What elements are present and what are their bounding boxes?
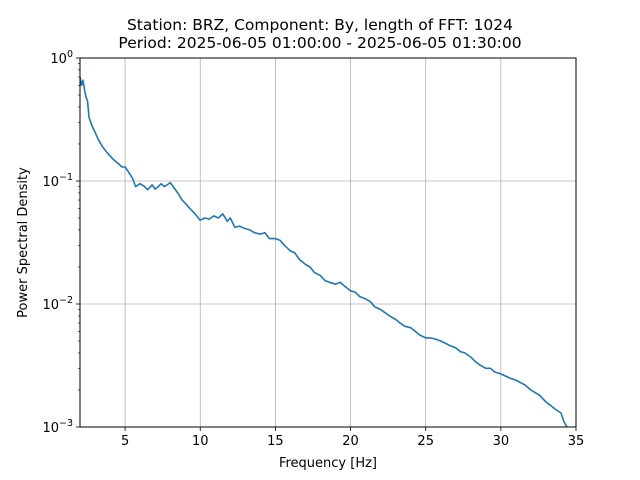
- x-axis-ticks: 5 10 15 20 25 30 35: [121, 427, 584, 449]
- x-tick-label: 15: [267, 434, 284, 449]
- chart-title: Station: BRZ, Component: By, length of F…: [126, 16, 514, 34]
- y-tick-label: 100: [50, 49, 73, 67]
- x-tick-label: 20: [342, 434, 359, 449]
- chart-subtitle: Period: 2025-06-05 01:00:00 - 2025-06-05…: [118, 34, 522, 52]
- x-tick-label: 35: [568, 434, 585, 449]
- x-tick-label: 5: [121, 434, 129, 449]
- y-tick-label: 10−3: [42, 418, 73, 436]
- y-tick-label: 10−1: [42, 172, 73, 190]
- y-axis-label: Power Spectral Density: [16, 167, 31, 318]
- y-tick-label: 10−2: [42, 295, 73, 313]
- series-group: [80, 76, 568, 427]
- x-tick-label: 30: [493, 434, 510, 449]
- x-tick-label: 25: [417, 434, 434, 449]
- x-axis-label: Frequency [Hz]: [279, 456, 377, 471]
- grid-lines: [80, 57, 577, 428]
- x-tick-label: 10: [192, 434, 209, 449]
- y-axis-ticks: 10−3 10−2 10−1 100: [42, 49, 80, 436]
- axes-frame: [79, 57, 577, 428]
- series-line: [80, 76, 568, 427]
